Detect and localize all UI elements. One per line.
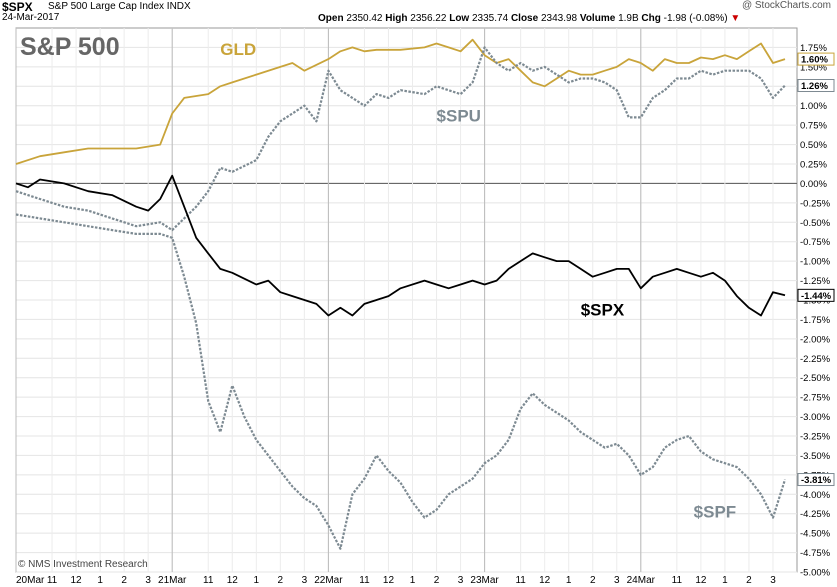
x-tick-label: 12 [539,575,551,586]
x-tick-label: 20Mar [16,575,45,586]
y-tick-label: -2.00% [800,334,831,345]
y-tick-label: -5.00% [800,568,831,579]
series-line-spu [15,46,786,232]
ticker-symbol[interactable]: $SPX [2,0,33,14]
y-tick-label: -2.75% [800,393,831,404]
series-annotation: $SPX [581,301,625,320]
last-value-label: 1.60% [801,55,828,66]
y-tick-label: 0.00% [800,179,827,190]
series-annotation: $SPF [694,503,737,522]
x-tick-label: 1 [722,575,728,586]
last-value-box [797,288,835,302]
chart-header: $SPX S&P 500 Large Cap Index INDX 24-Mar… [0,0,837,24]
x-tick-label: 3 [145,575,151,586]
y-tick-label: -3.00% [800,412,831,423]
y-tick-label: -4.00% [800,490,831,501]
series-line-spf [15,213,787,550]
y-tick-label: 1.75% [800,43,827,54]
y-tick-label: -3.25% [800,432,831,443]
x-tick-label: 2 [121,575,127,586]
x-tick-label: 11 [515,575,526,586]
x-tick-label: 24Mar [627,575,656,586]
x-tick-label: 1 [410,575,416,586]
last-value-tag-spx: -1.44% [797,288,835,302]
y-tick-label: -1.25% [800,276,831,287]
chart-footer: © NMS Investment Research [18,559,148,570]
x-tick-label: 22Mar [314,575,343,586]
y-tick-label: -1.75% [800,315,831,326]
chart-date: 24-Mar-2017 [2,12,60,23]
x-tick-label: 3 [458,575,464,586]
chart-title: S&P 500 [20,33,120,61]
series-line-spx [15,174,786,317]
y-tick-label: -0.50% [800,218,831,229]
ticker-description: S&P 500 Large Cap Index INDX [48,1,191,12]
y-tick-label: 0.75% [800,121,827,132]
x-tick-label: 2 [746,575,752,586]
y-tick-label: -2.50% [800,373,831,384]
x-tick-label: 1 [254,575,260,586]
last-value-tag-gld: 1.60% [797,52,835,66]
last-value-tag-spu: 1.26% [797,79,835,93]
last-value-box [797,473,835,487]
y-tick-label: -4.75% [800,548,831,559]
x-tick-label: 21Mar [158,575,187,586]
x-tick-label: 1 [97,575,103,586]
y-tick-label: -0.75% [800,237,831,248]
y-tick-label: -0.25% [800,198,831,209]
y-tick-label: -2.25% [800,354,831,365]
y-tick-label: -4.25% [800,509,831,520]
quote-line: Open 2350.42 High 2356.22 Low 2335.74 Cl… [318,13,741,24]
x-tick-label: 3 [770,575,776,586]
x-tick-label: 3 [302,575,308,586]
x-tick-label: 2 [590,575,596,586]
x-tick-label: 12 [71,575,83,586]
x-tick-label: 1 [566,575,572,586]
y-tick-label: -3.50% [800,451,831,462]
x-tick-label: 12 [383,575,395,586]
x-tick-label: 11 [47,575,58,586]
series-annotation: $SPU [437,106,481,125]
x-tick-label: 11 [203,575,214,586]
y-tick-label: -4.50% [800,529,831,540]
last-value-box [797,79,835,93]
series-line-gld [15,38,786,165]
y-tick-label: 0.50% [800,140,827,151]
stockcharts-watermark[interactable]: @ StockCharts.com [741,0,831,11]
last-value-box [797,52,835,66]
last-value-label: -1.44% [801,291,832,302]
y-tick-label: 0.25% [800,160,827,171]
x-tick-label: 3 [614,575,620,586]
x-tick-label: 2 [434,575,440,586]
y-tick-label: 1.00% [800,101,827,112]
x-tick-label: 23Mar [470,575,499,586]
x-tick-label: 12 [695,575,707,586]
y-tick-label: -1.00% [800,257,831,268]
last-value-label: 1.26% [801,81,828,92]
last-value-label: -3.81% [801,475,832,486]
x-tick-label: 11 [672,575,683,586]
last-value-tag-spf: -3.81% [797,473,835,487]
x-tick-label: 2 [278,575,284,586]
y-tick-label: 1.50% [800,62,827,73]
x-tick-label: 11 [359,575,370,586]
x-tick-label: 12 [227,575,239,586]
series-annotation: GLD [220,40,256,59]
